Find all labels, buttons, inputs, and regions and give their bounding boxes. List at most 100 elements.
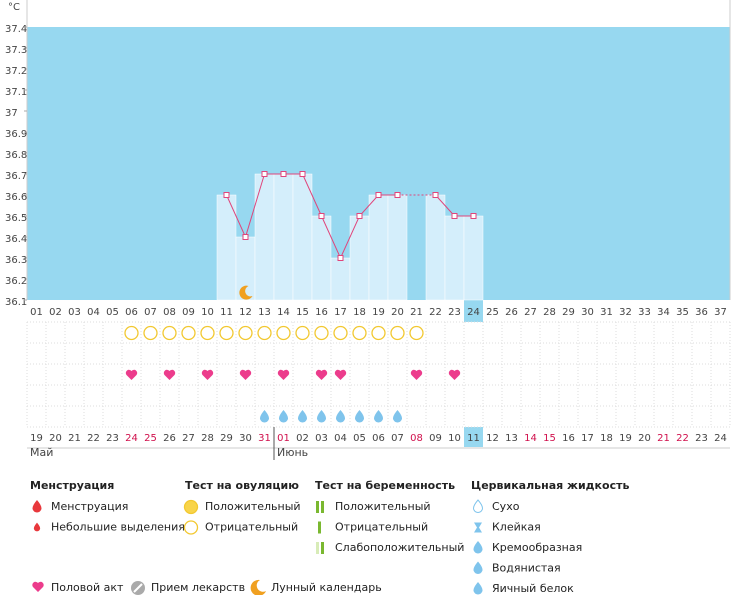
ovulation-test [181,325,196,341]
date: 24 [125,433,138,444]
cycle-day: 08 [163,307,176,318]
ovulation-test [143,325,158,341]
heart [315,369,328,380]
y-tick-label: 37.3 [5,45,27,56]
heart [334,369,347,380]
date: 29 [220,433,233,444]
legend-item: Небольшие выделения [51,521,185,534]
temp-point [375,192,382,198]
cycle-day: 35 [676,307,689,318]
temp-point [223,192,230,198]
bar [463,215,484,301]
date: 22 [87,433,100,444]
date: 15 [543,433,556,444]
legend-item: Менструация [51,500,128,513]
bar [387,194,408,301]
date: 19 [30,433,43,444]
legend-item: Отрицательный [335,521,428,534]
cycle-day: 29 [562,307,575,318]
highlight [464,300,483,322]
cycle-day: 33 [638,307,651,318]
date: 11 [467,433,480,444]
ovulation-test [390,325,405,341]
legend-item: Слабоположительный [335,541,464,554]
cycle-day: 34 [657,307,670,318]
ovulation-test [257,325,272,341]
bar [311,215,332,301]
ovulation-test [371,325,386,341]
drop [473,499,483,513]
cycle-day: 03 [68,307,81,318]
icon [250,579,266,596]
ovulation-test [276,325,291,341]
y-tick-label: 37.2 [5,66,27,77]
y-tick-label: 36.4 [5,234,27,245]
highlight [464,427,483,447]
date: 31 [258,433,271,444]
temp-point [280,171,287,177]
cycle-day: 37 [714,307,727,318]
date: 13 [505,433,518,444]
legend-item: Прием лекарств [151,581,245,594]
drop [473,582,483,595]
cycle-day: 01 [30,307,43,318]
ovulation-test [295,325,310,341]
cycle-day: 25 [486,307,499,318]
temp-point [299,171,306,177]
cycle-day: 16 [315,307,328,318]
cycle-day: 31 [600,307,613,318]
ovulation-test [219,325,234,341]
bar [235,236,256,301]
date: 01 [277,433,290,444]
date: 03 [315,433,328,444]
y-tick-label: 37.4 [5,24,27,35]
legend-title: Тест на овуляцию [185,479,299,492]
date: 20 [638,433,651,444]
y-tick-label: 37.1 [5,87,27,98]
cycle-day: 02 [49,307,62,318]
drop [355,410,364,423]
legend-title: Тест на беременность [315,479,455,492]
drop [393,410,402,423]
bar [292,173,313,301]
drop [336,410,345,423]
y-tick-label: 36.1 [5,297,27,308]
legend-item: Клейкая [492,521,541,534]
heart [32,581,44,592]
y-tick-label: 36.7 [5,171,27,182]
date: 30 [239,433,252,444]
legend-item: Лунный календарь [271,581,382,594]
cycle-day: 18 [353,307,366,318]
date: 24 [714,433,727,444]
temp-point [356,213,363,219]
cycle-day: 13 [258,307,271,318]
date: 06 [372,433,385,444]
icon [133,583,143,593]
date: 20 [49,433,62,444]
legend-item: Положительный [335,500,431,513]
date: 25 [144,433,157,444]
legend-title: Менструация [30,479,114,492]
bar [330,257,351,301]
cycle-day: 04 [87,307,100,318]
date: 28 [201,433,214,444]
temp-point [470,213,477,219]
date: 19 [619,433,632,444]
y-tick-label: 36.6 [5,192,27,203]
bar [444,215,465,301]
temp-point [394,192,401,198]
date: 23 [106,433,119,444]
icon [318,521,321,534]
temp-point [318,213,325,219]
ovulation-test [238,325,253,341]
y-tick-label: 36.5 [5,213,27,224]
moon [239,285,253,300]
bar [349,215,370,301]
date: 07 [391,433,404,444]
heart [125,369,138,380]
drop [473,561,483,574]
cycle-day: 27 [524,307,537,318]
temp-point [451,213,458,219]
ovulation-test [333,325,348,341]
date: 09 [429,433,442,444]
